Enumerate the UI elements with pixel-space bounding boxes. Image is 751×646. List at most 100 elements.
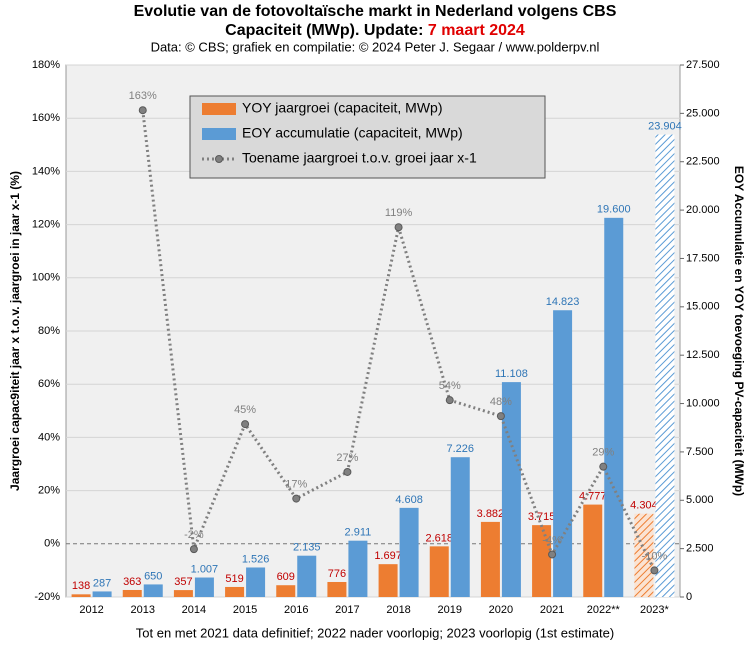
- bar: [501, 382, 521, 597]
- y-tick-label: 140%: [32, 165, 60, 177]
- y2-tick-label: 22.500: [686, 156, 720, 168]
- y-tick-label: 20%: [38, 485, 60, 497]
- footnote: Tot en met 2021 data definitief; 2022 na…: [136, 625, 614, 640]
- line-point: [599, 462, 608, 471]
- y2-tick-label: 20.000: [686, 204, 720, 216]
- bar: [71, 594, 91, 597]
- y2-tick-label: 0: [686, 591, 692, 603]
- y-axis-title: Jaargroei capac9iteit jaar x t.o.v. jaar…: [8, 171, 22, 491]
- x-tick-label: 2015: [233, 604, 257, 616]
- line-value-label: 29%: [592, 447, 614, 459]
- bar: [604, 217, 624, 597]
- bar: [327, 581, 347, 597]
- bar: [225, 586, 245, 597]
- y2-tick-label: 27.500: [686, 59, 720, 71]
- bar: [194, 577, 214, 597]
- legend-swatch: [202, 128, 236, 140]
- line: [141, 110, 656, 572]
- y2-tick-label: 25.000: [686, 107, 720, 119]
- bar-value-label: 19.600: [597, 204, 631, 216]
- x-tick-label: 2016: [284, 604, 308, 616]
- y-tick-label: 120%: [32, 219, 60, 231]
- line-point: [445, 396, 454, 405]
- legend-swatch: [202, 103, 236, 115]
- bar: [246, 567, 266, 597]
- line-point: [189, 545, 198, 554]
- x-tick-label: 2012: [79, 604, 103, 616]
- bar-value-label: 23.904: [648, 120, 682, 132]
- y-tick-label: 40%: [38, 431, 60, 443]
- y2-tick-label: 10.000: [686, 397, 720, 409]
- bar-value-label: 7.226: [446, 443, 474, 455]
- line-value-label: -4%: [542, 534, 562, 546]
- line-point: [394, 223, 403, 232]
- legend-label: EOY accumulatie (capaciteit, MWp): [242, 125, 463, 141]
- y-tick-label: 60%: [38, 378, 60, 390]
- y-tick-label: 100%: [32, 272, 60, 284]
- title-date: 7 maart 2024: [428, 22, 525, 39]
- legend-swatch-point: [215, 155, 223, 163]
- bar-value-label: 138: [72, 580, 90, 592]
- legend-box: [189, 95, 546, 179]
- bar-value-label: 4.608: [395, 494, 423, 506]
- line-point: [241, 420, 250, 429]
- line-point: [292, 494, 301, 503]
- x-tick-label: 2013: [131, 604, 155, 616]
- bar: [378, 564, 398, 597]
- bar: [143, 584, 163, 597]
- line-value-label: 54%: [439, 380, 461, 392]
- bar-value-label: 4.304: [630, 500, 658, 512]
- bar-value-label: 2.618: [425, 532, 453, 544]
- y2-tick-label: 12.500: [686, 349, 720, 361]
- line-point: [548, 550, 557, 559]
- bar-value-label: 1.526: [242, 553, 270, 565]
- bar-value-label: 3.882: [477, 508, 505, 520]
- bar: [92, 591, 112, 597]
- bar: [173, 590, 193, 597]
- x-tick-label: 2023*: [640, 604, 669, 616]
- bar: [532, 525, 552, 597]
- y-tick-label: -20%: [34, 591, 60, 603]
- bar: [429, 546, 449, 597]
- bar: [122, 589, 142, 597]
- bar-value-label: 287: [93, 577, 111, 589]
- bar-value-label: 519: [225, 573, 243, 585]
- line-value-label: 163%: [129, 90, 157, 102]
- bar: [480, 521, 500, 597]
- y2-tick-label: 7.500: [686, 446, 714, 458]
- bar-value-label: 650: [144, 570, 162, 582]
- y-tick-label: 160%: [32, 112, 60, 124]
- bar-value-label: 363: [123, 576, 141, 588]
- bar-value-label: 3.715: [528, 511, 556, 523]
- line-value-label: 17%: [285, 478, 307, 490]
- legend-label: YOY jaargroei (capaciteit, MWp): [242, 100, 442, 116]
- subtitle: Data: © CBS; grafiek en compilatie: © 20…: [151, 39, 600, 54]
- bar: [583, 504, 603, 597]
- x-tick-label: 2021: [540, 604, 564, 616]
- bar: [348, 540, 368, 597]
- y2-tick-label: 5.000: [686, 494, 714, 506]
- line-value-label: 45%: [234, 404, 256, 416]
- y-tick-label: 180%: [32, 59, 60, 71]
- legend-label: Toename jaargroei t.o.v. groei jaar x-1: [242, 150, 477, 166]
- x-tick-label: 2022**: [587, 604, 621, 616]
- line-point: [138, 106, 147, 115]
- x-tick-label: 2017: [335, 604, 359, 616]
- line-value-label: -10%: [642, 550, 668, 562]
- bar-value-label: 609: [277, 571, 295, 583]
- bar-value-label: 2.911: [345, 527, 372, 539]
- line-value-label: 119%: [385, 207, 413, 219]
- line-point: [650, 566, 659, 575]
- title-part: Capaciteit (MWp). Update:: [225, 22, 428, 39]
- chart-title-line2: Capaciteit (MWp). Update: 7 maart 2024: [225, 22, 525, 39]
- bar: [634, 513, 654, 597]
- bar: [655, 134, 675, 597]
- bar-value-label: 776: [328, 568, 346, 580]
- bar-value-label: 4.777: [579, 490, 607, 502]
- bar-value-label: 14.823: [546, 296, 580, 308]
- line-value-label: 27%: [336, 452, 358, 464]
- y-tick-label: 0%: [44, 538, 60, 550]
- line-point: [496, 412, 505, 421]
- x-tick-label: 2018: [386, 604, 410, 616]
- y2-axis-title: EOY Accumulatie en YOY toevoeging PV-cap…: [732, 166, 746, 496]
